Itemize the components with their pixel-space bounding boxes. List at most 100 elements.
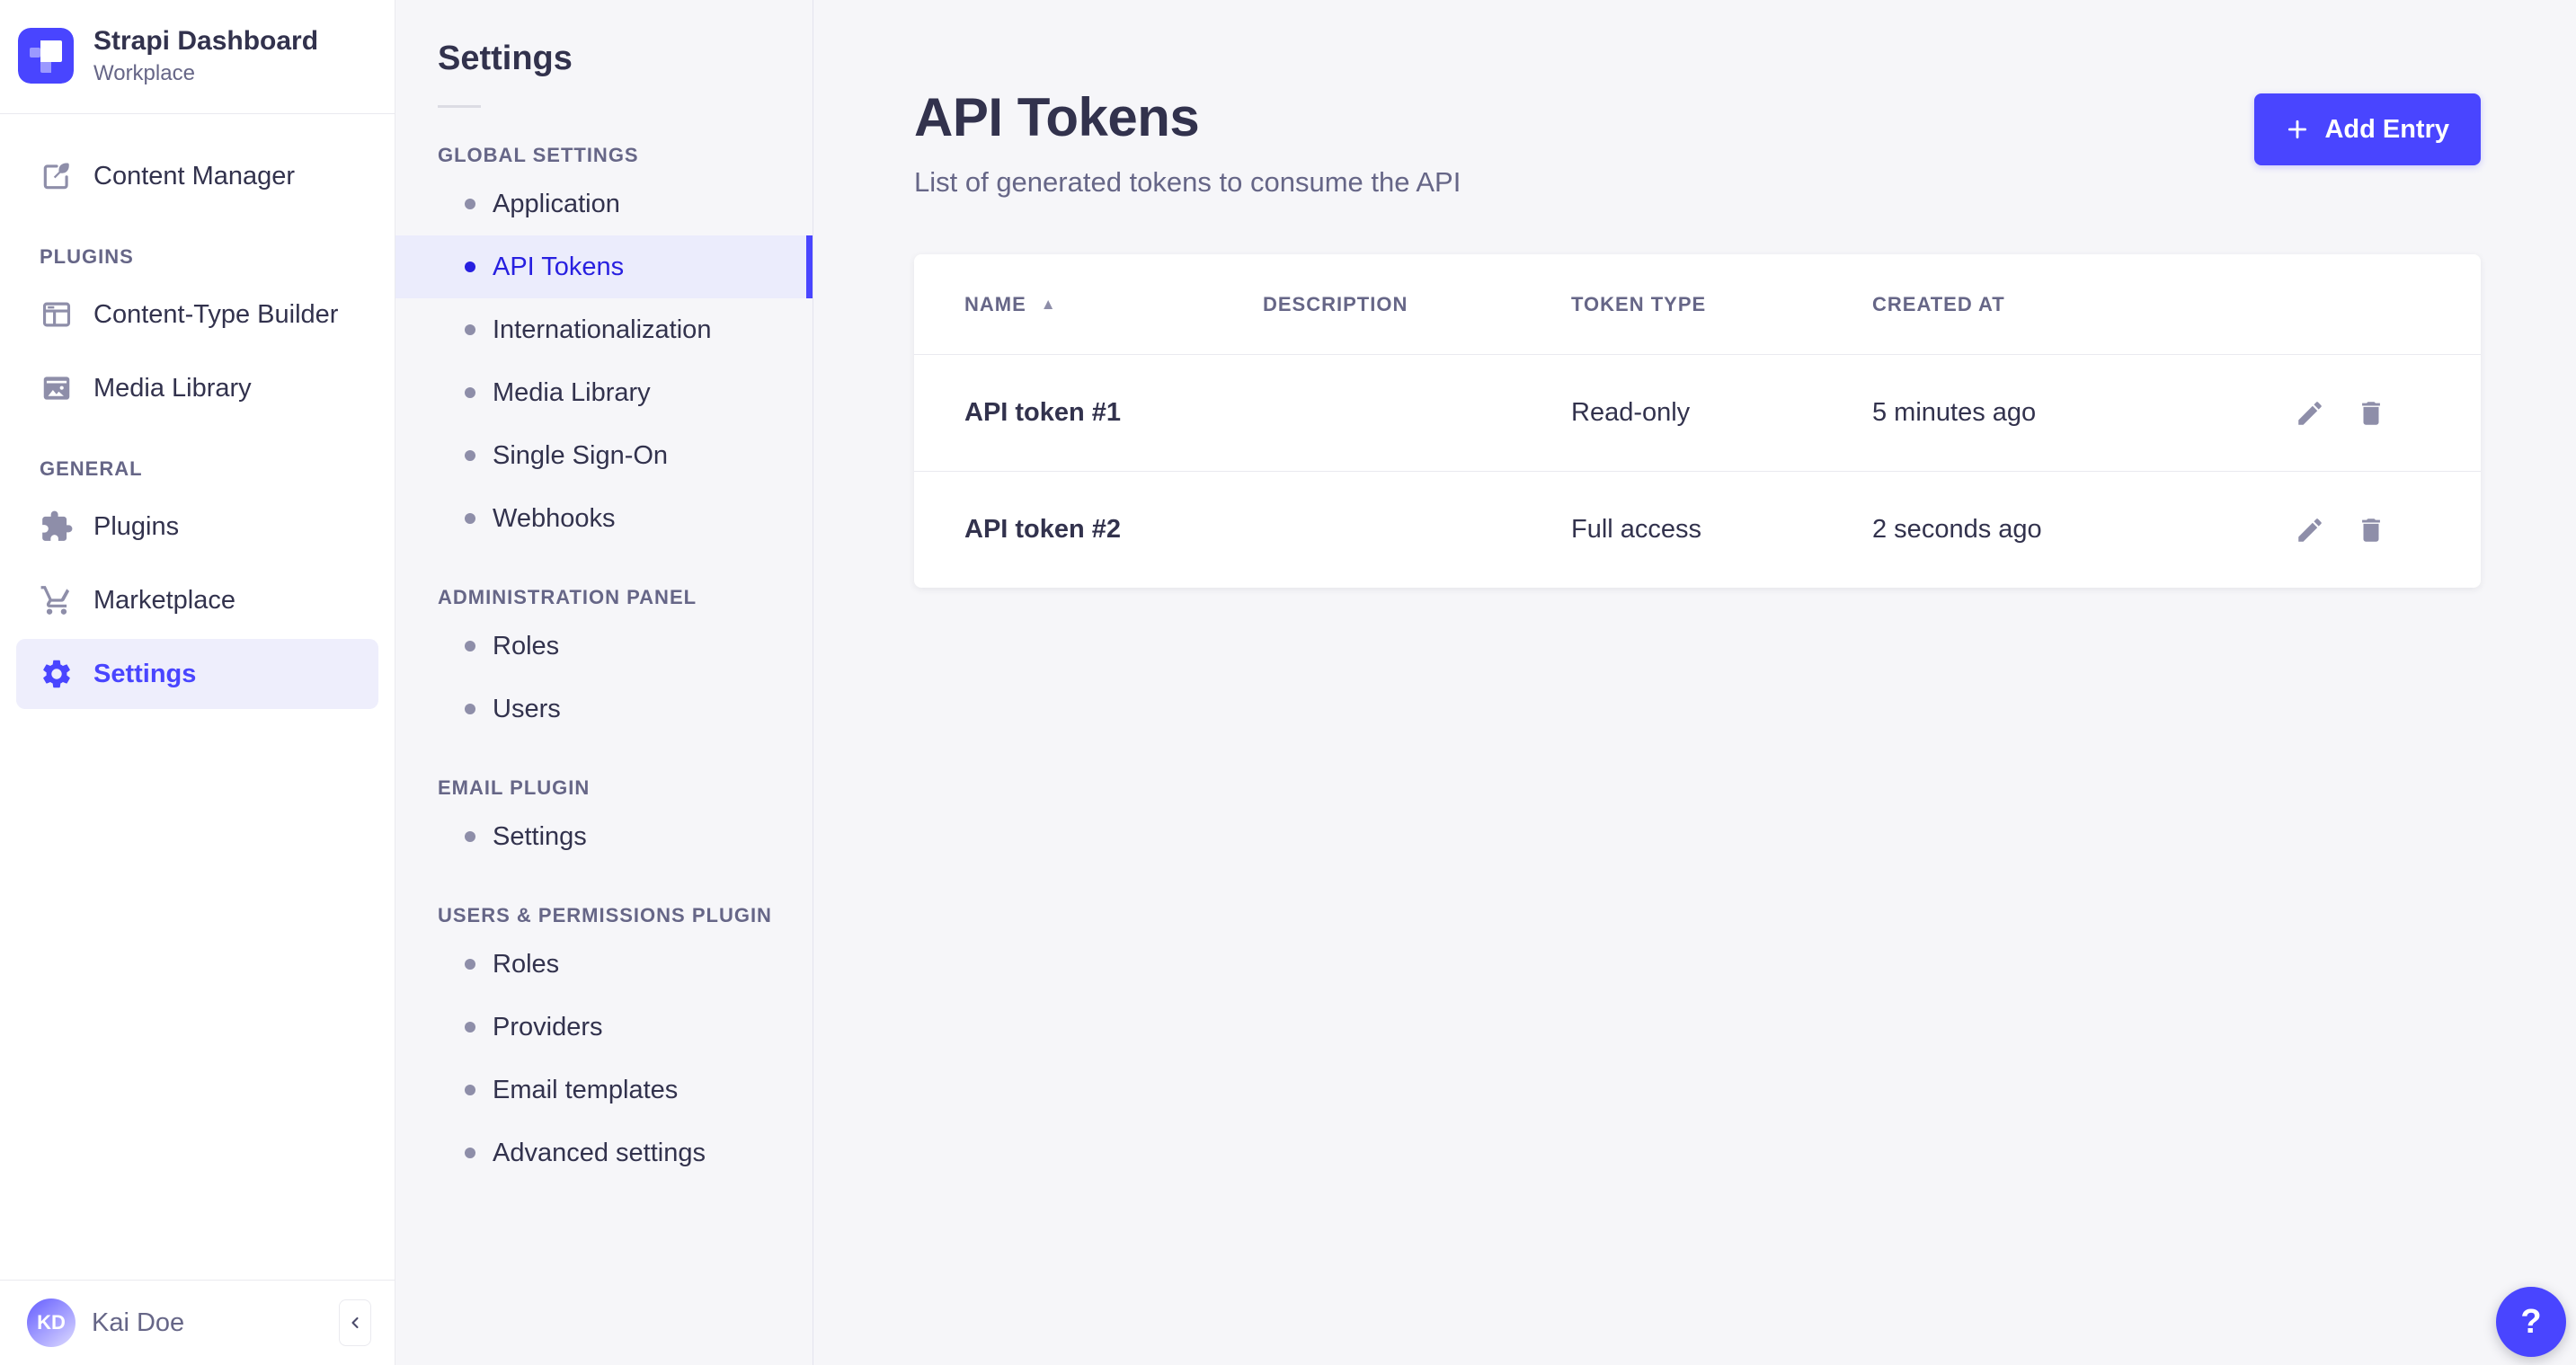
subnav-item-label: Media Library: [493, 377, 651, 407]
subnav-item-label: Email templates: [493, 1075, 679, 1104]
bullet-icon: [465, 199, 475, 209]
sidebar-item-label: Plugins: [93, 511, 180, 541]
workspace-brand[interactable]: Strapi Dashboard Workplace: [0, 0, 395, 114]
token-created-at: 5 minutes ago: [1872, 398, 2037, 427]
column-header-label: NAME: [964, 292, 1026, 315]
bullet-icon: [465, 704, 475, 714]
bullet-icon: [465, 1022, 475, 1033]
subnav-section-global-settings: GLOBAL SETTINGS: [438, 144, 639, 166]
settings-subnav: Settings GLOBAL SETTINGS Application API…: [395, 0, 813, 1365]
subnav-section-administration-panel: ADMINISTRATION PANEL: [438, 586, 697, 608]
subnav-item-label: Webhooks: [493, 503, 616, 533]
subnav-item-advanced-settings[interactable]: Advanced settings: [395, 1121, 813, 1184]
token-type: Read-only: [1571, 398, 1691, 427]
layout-grid-icon: [42, 302, 71, 327]
sidebar-item-media-library[interactable]: Media Library: [16, 353, 378, 423]
sidebar-item-content-manager[interactable]: Content Manager: [16, 141, 378, 211]
token-type: Full access: [1571, 515, 1702, 544]
subnav-item-application[interactable]: Application: [395, 173, 813, 235]
subnav-item-email-settings[interactable]: Settings: [395, 805, 813, 868]
subnav-item-admin-users[interactable]: Users: [395, 678, 813, 740]
sort-ascending-icon[interactable]: ▲: [1040, 295, 1057, 313]
workspace-title: Strapi Dashboard: [93, 26, 319, 56]
question-mark-icon: ?: [2520, 1302, 2542, 1341]
subnav-section-users-permissions-plugin: USERS & PERMISSIONS PLUGIN: [438, 904, 772, 926]
subnav-item-email-templates[interactable]: Email templates: [395, 1059, 813, 1121]
column-header-created-at[interactable]: CREATED AT: [1872, 293, 2238, 316]
workspace-subtitle: Workplace: [93, 61, 195, 85]
help-button[interactable]: ?: [2496, 1287, 2566, 1357]
sidebar-footer: KD Kai Doe: [0, 1280, 395, 1365]
subnav-item-media-library[interactable]: Media Library: [395, 361, 813, 424]
subnav-item-internationalization[interactable]: Internationalization: [395, 298, 813, 361]
table-row[interactable]: API token #1 Read-only 5 minutes ago: [914, 354, 2481, 471]
bullet-icon: [465, 1148, 475, 1158]
sidebar-item-label: Content Manager: [93, 161, 296, 191]
subnav-item-single-sign-on[interactable]: Single Sign-On: [395, 424, 813, 487]
sidebar-item-plugins[interactable]: Plugins: [16, 492, 378, 562]
subnav-item-providers[interactable]: Providers: [395, 996, 813, 1059]
user-name: Kai Doe: [92, 1307, 185, 1337]
column-header-description[interactable]: DESCRIPTION: [1263, 293, 1571, 316]
subnav-item-label: Internationalization: [493, 315, 712, 344]
nav-section-plugins: PLUGINS: [40, 245, 134, 268]
subnav-item-label: Roles: [493, 631, 560, 660]
image-icon: [43, 377, 70, 400]
user-avatar[interactable]: KD: [27, 1299, 76, 1347]
subnav-item-label: Settings: [493, 821, 587, 851]
subnav-item-up-roles[interactable]: Roles: [395, 933, 813, 996]
bullet-icon: [465, 959, 475, 970]
column-header-token-type[interactable]: TOKEN TYPE: [1571, 293, 1872, 316]
token-created-at: 2 seconds ago: [1872, 515, 2042, 544]
main-sidebar: Strapi Dashboard Workplace Content Manag…: [0, 0, 395, 1365]
nav-section-general: GENERAL: [40, 457, 143, 480]
subnav-item-label: Roles: [493, 949, 560, 979]
bullet-icon: [465, 324, 475, 335]
bullet-icon: [465, 513, 475, 524]
token-name: API token #1: [964, 398, 1122, 427]
subnav-item-label: Application: [493, 189, 620, 218]
delete-token-button[interactable]: [2353, 512, 2389, 548]
subnav-item-label: Advanced settings: [493, 1138, 706, 1167]
subnav-item-api-tokens[interactable]: API Tokens: [395, 235, 813, 298]
sidebar-item-settings[interactable]: Settings: [16, 639, 378, 709]
column-header-label: TOKEN TYPE: [1571, 292, 1707, 315]
trash-icon: [2362, 518, 2380, 542]
subnav-item-webhooks[interactable]: Webhooks: [395, 487, 813, 550]
subnav-item-label: Users: [493, 694, 561, 723]
bullet-icon: [465, 387, 475, 398]
trash-icon: [2362, 401, 2380, 425]
column-header-label: DESCRIPTION: [1263, 292, 1408, 315]
strapi-logo-icon: [18, 28, 74, 84]
add-entry-label: Add Entry: [2324, 114, 2449, 144]
edit-token-button[interactable]: [2292, 395, 2328, 431]
pencil-icon: [2298, 401, 2322, 425]
bullet-icon: [465, 1085, 475, 1095]
add-entry-button[interactable]: Add Entry: [2254, 93, 2481, 165]
subnav-item-label: Single Sign-On: [493, 440, 669, 470]
subnav-item-admin-roles[interactable]: Roles: [395, 615, 813, 678]
collapse-sidebar-button[interactable]: [339, 1299, 371, 1346]
bullet-icon: [465, 831, 475, 842]
column-header-name[interactable]: NAME ▲: [964, 293, 1263, 316]
sidebar-item-marketplace[interactable]: Marketplace: [16, 565, 378, 635]
bullet-icon: [465, 450, 475, 461]
subnav-item-label: Providers: [493, 1012, 603, 1041]
token-name: API token #2: [964, 515, 1122, 544]
api-tokens-table: NAME ▲ DESCRIPTION TOKEN TYPE CREATED AT…: [914, 254, 2481, 588]
sidebar-item-label: Settings: [93, 659, 197, 688]
subnav-title: Settings: [438, 40, 573, 77]
column-header-label: CREATED AT: [1872, 292, 2005, 315]
subnav-item-label: API Tokens: [493, 252, 625, 281]
cart-icon: [40, 586, 70, 615]
sidebar-item-content-type-builder[interactable]: Content-Type Builder: [16, 279, 378, 350]
pencil-icon: [2298, 518, 2322, 542]
puzzle-icon: [42, 510, 73, 541]
subnav-divider: [438, 105, 481, 108]
page-subtitle: List of generated tokens to consume the …: [914, 166, 1461, 198]
bullet-icon: [465, 261, 475, 272]
delete-token-button[interactable]: [2353, 395, 2389, 431]
edit-token-button[interactable]: [2292, 512, 2328, 548]
table-row[interactable]: API token #2 Full access 2 seconds ago: [914, 471, 2481, 588]
sidebar-item-label: Marketplace: [93, 585, 235, 615]
